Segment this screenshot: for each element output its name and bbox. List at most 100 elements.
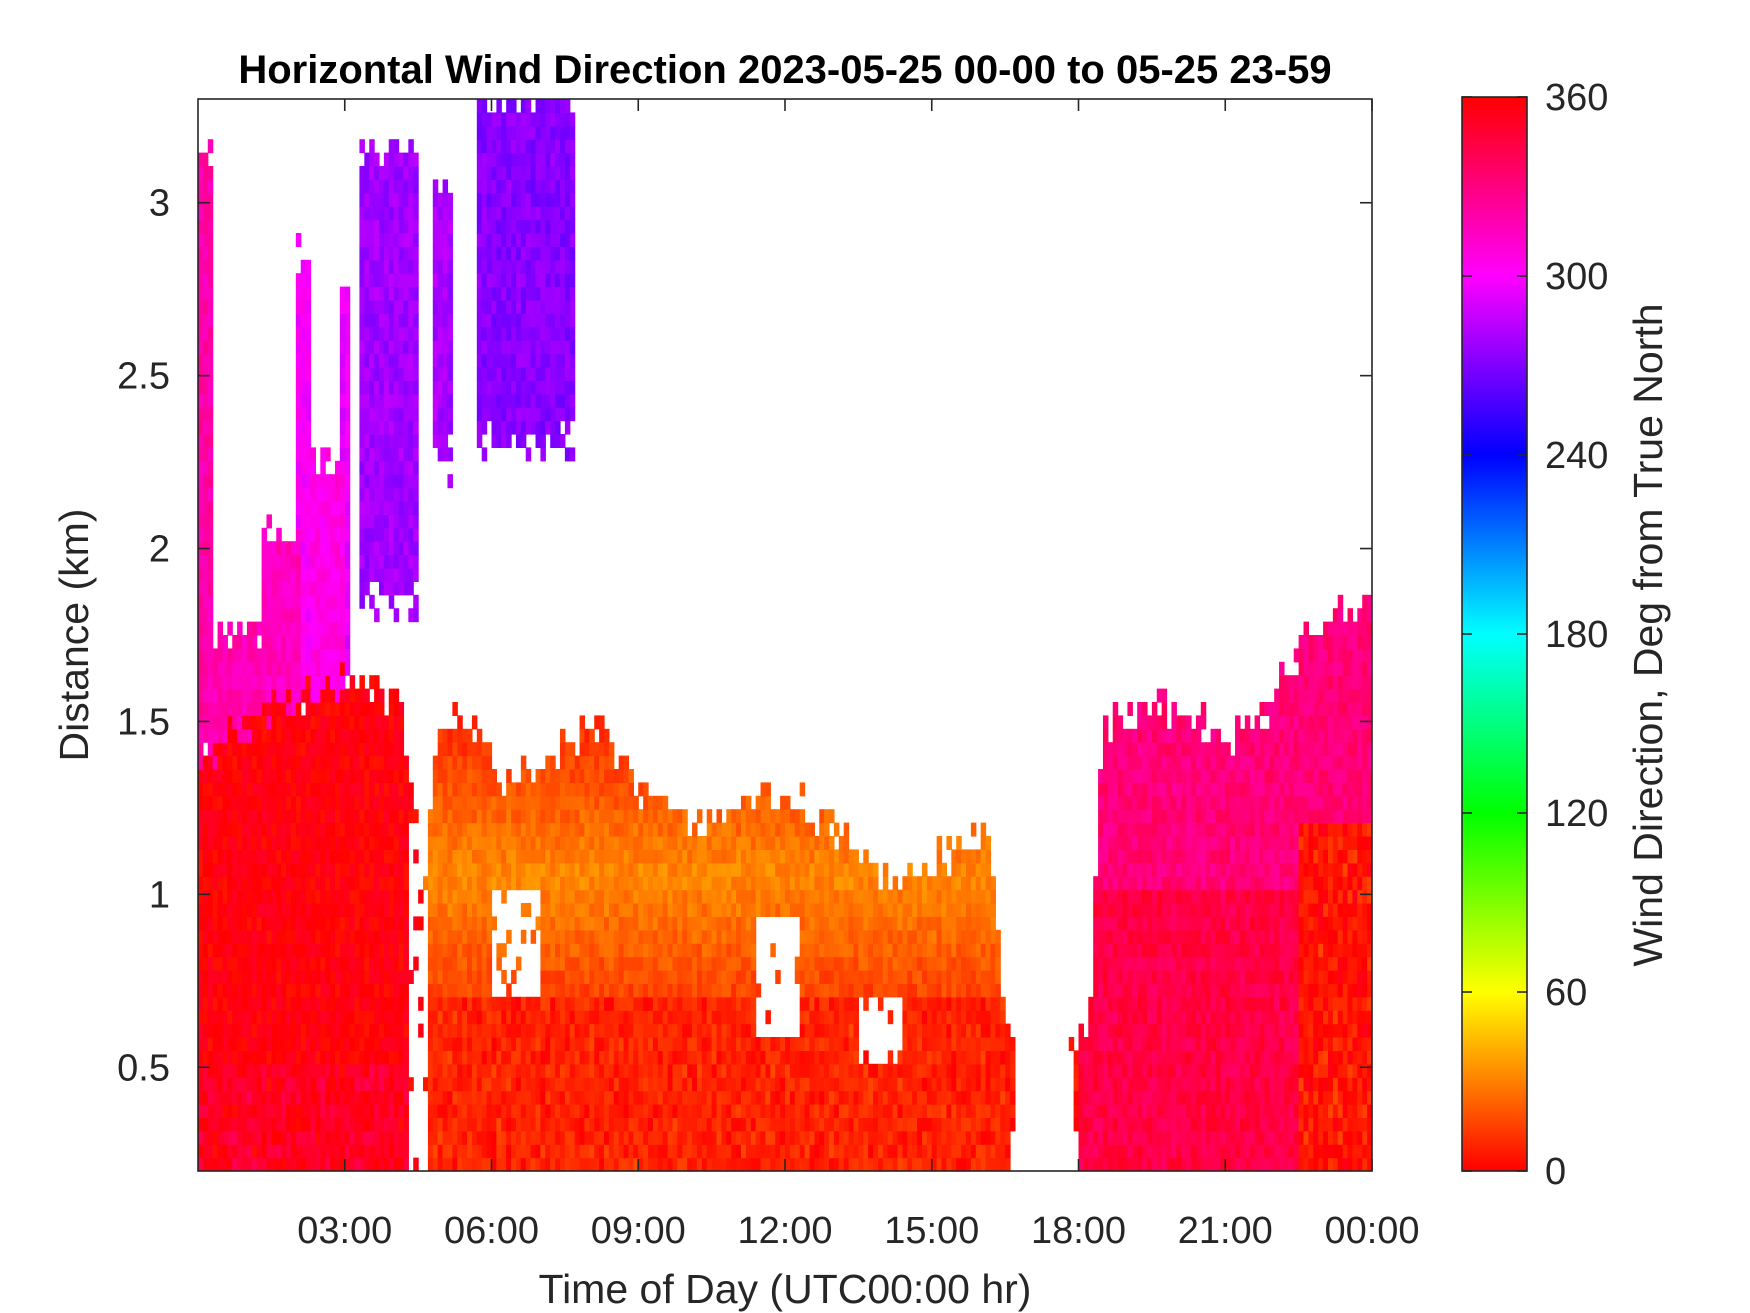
heatmap-cell <box>452 1077 458 1092</box>
heatmap-cell <box>559 1117 566 1132</box>
heatmap-cell <box>545 862 551 877</box>
heatmap-cell <box>501 326 507 341</box>
heatmap-cell <box>393 608 400 623</box>
heatmap-cell <box>286 769 292 783</box>
heatmap-cell <box>540 447 546 462</box>
heatmap-cell <box>467 889 473 904</box>
heatmap-cell <box>711 1010 718 1025</box>
heatmap-cell <box>555 206 561 221</box>
heatmap-cell <box>687 836 693 850</box>
heatmap-cell <box>261 916 268 931</box>
heatmap-cell <box>261 1010 268 1025</box>
heatmap-cell <box>266 1144 272 1159</box>
heatmap-cell <box>198 447 204 462</box>
heatmap-cell <box>198 943 204 958</box>
heatmap-cell <box>550 943 556 958</box>
heatmap-cell <box>555 996 561 1011</box>
heatmap-cell <box>677 956 683 971</box>
heatmap-cell <box>276 648 282 663</box>
heatmap-cell <box>344 353 351 368</box>
heatmap-cell <box>550 434 556 448</box>
heatmap-cell <box>237 1023 243 1038</box>
heatmap-cell <box>432 929 439 944</box>
heatmap-cell <box>569 380 576 395</box>
heatmap-cell <box>677 970 683 984</box>
heatmap-cell <box>344 474 351 489</box>
heatmap-cell <box>511 259 517 274</box>
heatmap-cell <box>202 970 209 984</box>
heatmap-cell <box>648 1063 654 1078</box>
heatmap-cell <box>202 849 209 864</box>
heatmap-cell <box>559 1090 566 1105</box>
heatmap-cell <box>393 259 400 274</box>
heatmap-cell <box>286 594 292 609</box>
heatmap-cell <box>726 956 732 971</box>
heatmap-cell <box>559 233 566 247</box>
heatmap-cell <box>207 313 214 328</box>
heatmap-cell <box>202 1117 209 1132</box>
heatmap-cell <box>266 943 272 958</box>
heatmap-cell <box>530 152 537 167</box>
heatmap-cell <box>569 139 576 154</box>
heatmap-cell <box>569 1063 576 1078</box>
heatmap-cell <box>467 903 473 917</box>
heatmap-cell <box>202 568 209 582</box>
heatmap-cell <box>339 648 346 663</box>
heatmap-cell <box>359 728 365 743</box>
heatmap-cell <box>339 728 346 743</box>
heatmap-cell <box>555 166 561 180</box>
heatmap-cell <box>515 1130 522 1145</box>
heatmap-cell <box>506 983 512 998</box>
heatmap-cell <box>672 876 678 891</box>
heatmap-cell <box>261 956 268 971</box>
heatmap-cell <box>574 849 581 864</box>
heatmap-cell <box>628 782 634 797</box>
heatmap-cell <box>599 916 605 931</box>
heatmap-cell <box>696 1063 703 1078</box>
heatmap-cell <box>515 996 522 1011</box>
heatmap-cell <box>286 1090 292 1105</box>
heatmap-cell <box>344 487 351 502</box>
heatmap-cell <box>726 836 732 850</box>
heatmap-cell <box>364 1050 370 1065</box>
heatmap-cell <box>344 1037 351 1051</box>
heatmap-cell <box>227 916 233 931</box>
heatmap-cell <box>344 635 351 649</box>
heatmap-cell <box>364 970 370 984</box>
heatmap-cell <box>559 179 566 194</box>
heatmap-cell <box>295 822 302 837</box>
heatmap-cell <box>559 340 566 355</box>
heatmap-cell <box>574 903 581 917</box>
heatmap-cell <box>467 862 473 877</box>
heatmap-cell <box>452 1144 458 1159</box>
heatmap-cell <box>535 916 542 931</box>
heatmap-cell <box>447 206 453 221</box>
heatmap-cell <box>462 849 468 864</box>
heatmap-cell <box>198 420 204 435</box>
heatmap-cell <box>515 380 522 395</box>
heatmap-cell <box>711 956 718 971</box>
heatmap-cell <box>574 876 581 891</box>
heatmap-cell <box>623 956 630 971</box>
heatmap-cell <box>300 661 307 676</box>
heatmap-cell <box>393 527 400 542</box>
heatmap-cell <box>701 1037 708 1051</box>
heatmap-cell <box>202 273 209 288</box>
heatmap-cell <box>623 1010 630 1025</box>
heatmap-cell <box>437 755 444 770</box>
heatmap-cell <box>295 769 302 783</box>
heatmap-cell <box>462 1144 468 1159</box>
heatmap-cell <box>716 903 723 917</box>
heatmap-cell <box>520 769 527 783</box>
heatmap-cell <box>295 353 302 368</box>
heatmap-cell <box>217 688 224 703</box>
heatmap-cell <box>364 313 370 328</box>
heatmap-cell <box>750 836 757 850</box>
heatmap-cell <box>251 728 258 743</box>
heatmap-cell <box>506 407 512 422</box>
heatmap-cell <box>251 929 258 944</box>
heatmap-cell <box>481 903 488 917</box>
heatmap-cell <box>574 970 581 984</box>
heatmap-cell <box>413 554 419 569</box>
heatmap-cell <box>403 970 409 984</box>
